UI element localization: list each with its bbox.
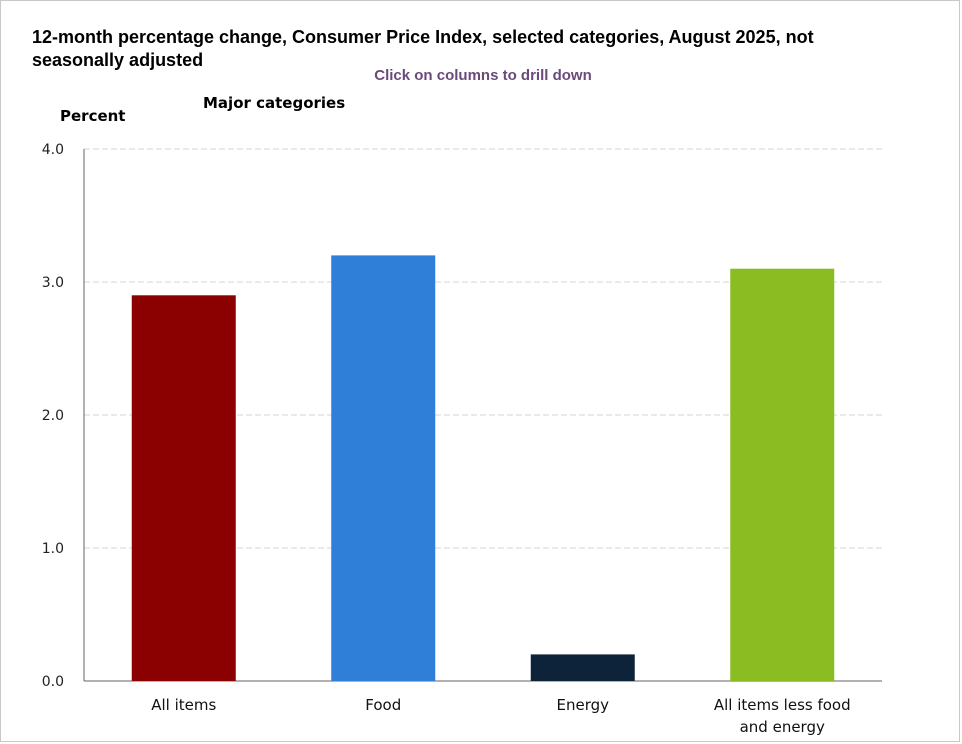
y-tick-label: 0.0 [42,674,64,690]
bar-all-items-less-food-and-energy[interactable] [730,268,835,681]
drill-down-hint[interactable]: Click on columns to drill down [374,67,592,84]
x-tick-label: Food [365,696,401,714]
chart-title: 12-month percentage change, Consumer Pri… [32,27,814,70]
bar-food[interactable] [331,255,436,681]
y-tick-label: 1.0 [42,541,64,557]
y-tick-label: 3.0 [42,275,64,291]
y-axis-label: Percent [60,107,126,125]
y-tick-label: 2.0 [42,408,64,424]
bar-energy[interactable] [530,654,635,681]
chart-subtitle: Major categories [203,94,346,112]
bar-all-items[interactable] [131,295,236,681]
x-tick-label: Energy [556,696,609,714]
x-tick-label: All items less food and energy [714,696,851,736]
y-tick-label: 4.0 [42,142,64,158]
x-tick-label: All items [151,696,216,714]
